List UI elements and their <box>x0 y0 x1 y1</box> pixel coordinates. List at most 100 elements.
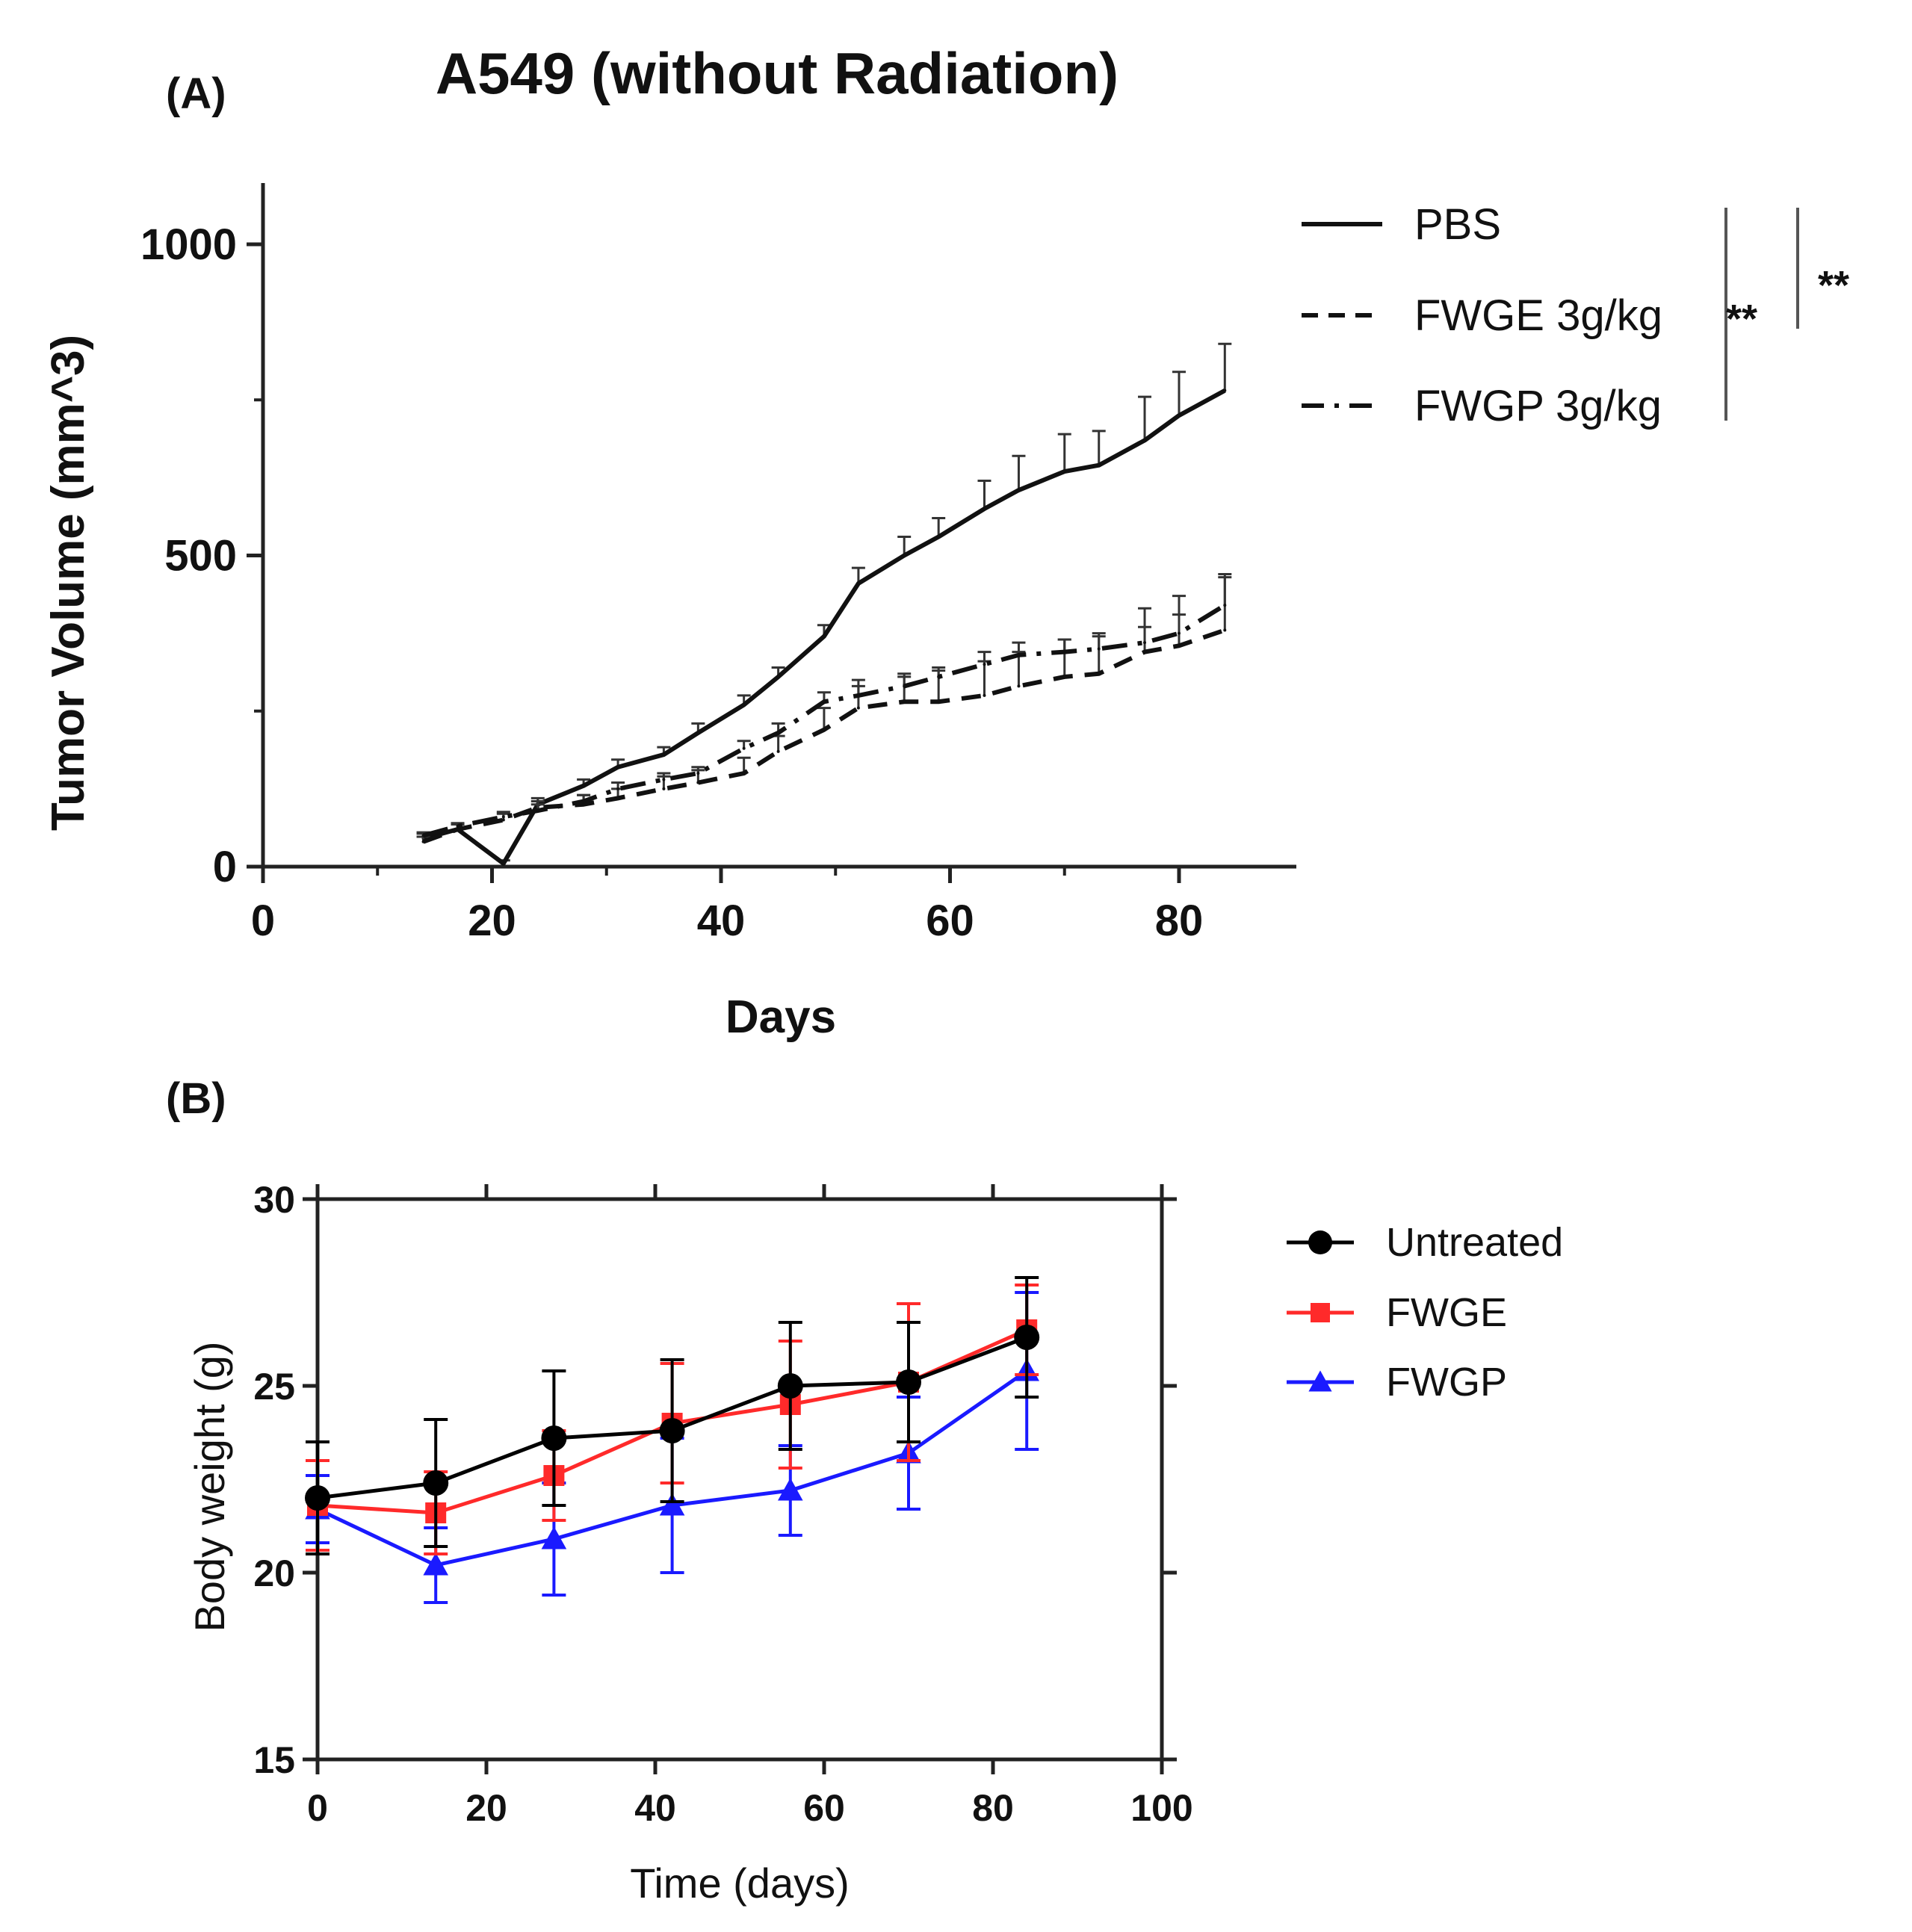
x-tick-label: 60 <box>926 897 974 945</box>
data-point <box>1097 672 1101 675</box>
marker-triangle <box>1308 1370 1332 1392</box>
panel-b-chart: 15 20 25 30 0 20 40 60 80 100 Untreated FWGE FWGP <box>253 1179 1563 1829</box>
panel-b-x-axis-label: Time (days) <box>630 1860 850 1907</box>
y-tick-label: 25 <box>253 1366 295 1408</box>
marker-circle <box>1308 1230 1332 1254</box>
legend-label-fwge: FWGE <box>1386 1290 1507 1335</box>
legend-a: PBS FWGE 3g/kg FWGP 3g/kg <box>1302 200 1662 430</box>
data-point <box>742 703 746 707</box>
data-point <box>856 693 860 697</box>
series-fwgp-3g-kg <box>416 576 1232 838</box>
data-point <box>696 772 700 775</box>
data-point <box>1143 641 1147 645</box>
data-point <box>937 535 941 539</box>
marker-triangle <box>778 1478 803 1501</box>
data-point <box>1062 470 1066 474</box>
data-point <box>937 675 941 678</box>
data-point <box>1178 644 1181 648</box>
marker-triangle <box>423 1552 448 1576</box>
data-point <box>662 778 666 781</box>
data-point <box>903 684 906 688</box>
data-point <box>742 746 746 750</box>
series-pbs <box>416 342 1232 866</box>
data-point <box>616 796 620 800</box>
y-tick-label: 500 <box>164 532 237 580</box>
data-point <box>501 861 505 865</box>
series-fwge-3g-kg <box>416 572 1232 844</box>
data-point <box>1143 439 1147 442</box>
panel-b-label: (B) <box>166 1074 226 1123</box>
data-point <box>501 818 505 822</box>
data-point <box>776 749 780 753</box>
data-point <box>856 581 860 585</box>
data-point <box>1143 650 1147 654</box>
x-tick-label: 20 <box>465 1787 507 1829</box>
data-point <box>776 675 780 678</box>
data-point <box>983 507 986 511</box>
data-point <box>501 815 505 819</box>
x-tick-label: 80 <box>1155 897 1204 945</box>
legend-label-fwge-3g-kg: FWGE 3g/kg <box>1414 291 1662 340</box>
data-point <box>582 784 586 787</box>
data-point <box>856 706 860 710</box>
data-point <box>662 753 666 757</box>
data-point <box>616 787 620 790</box>
data-point <box>536 809 539 813</box>
y-tick-label: 1000 <box>140 220 237 269</box>
panel-a-label: (A) <box>166 69 226 118</box>
x-tick-label: 100 <box>1130 1787 1192 1829</box>
data-point <box>937 700 941 704</box>
data-point <box>1223 388 1227 392</box>
x-tick-label: 0 <box>251 897 275 945</box>
legend-label-fwgp: FWGP <box>1386 1360 1507 1405</box>
data-point <box>582 799 586 803</box>
data-point <box>1062 650 1066 654</box>
legend-label-fwgp-3g-kg: FWGP 3g/kg <box>1414 382 1662 430</box>
legend-b: Untreated FWGE FWGP <box>1287 1220 1563 1405</box>
data-point <box>421 840 425 843</box>
panel-a-title: A549 (without Radiation) <box>436 40 1119 106</box>
series-untreated <box>305 1276 1040 1555</box>
data-point <box>662 787 666 790</box>
data-point <box>903 554 906 557</box>
legend-label-pbs: PBS <box>1414 200 1501 249</box>
y-tick-label: 15 <box>253 1739 295 1781</box>
data-point <box>742 772 746 775</box>
data-point <box>456 824 460 828</box>
marker-circle <box>896 1369 921 1395</box>
legend-label-untreated: Untreated <box>1386 1220 1563 1265</box>
marker-square <box>1311 1303 1330 1322</box>
y-tick-label: 30 <box>253 1179 295 1221</box>
data-point <box>1223 628 1227 632</box>
x-tick-label: 40 <box>634 1787 676 1829</box>
marker-circle <box>541 1425 567 1451</box>
data-point <box>1017 653 1021 657</box>
data-point <box>776 731 780 734</box>
significance-label: ** <box>1726 297 1757 341</box>
data-point <box>696 731 700 734</box>
marker-circle <box>777 1373 803 1399</box>
y-tick-label: 20 <box>253 1552 295 1594</box>
x-tick-label: 20 <box>468 897 516 945</box>
marker-circle <box>423 1470 449 1496</box>
data-point <box>696 781 700 784</box>
data-point <box>822 700 826 704</box>
data-point <box>1017 684 1021 688</box>
x-tick-label: 80 <box>972 1787 1014 1829</box>
x-tick-label: 40 <box>697 897 746 945</box>
x-tick-label: 60 <box>803 1787 845 1829</box>
significance-label: ** <box>1818 263 1849 308</box>
data-point <box>1097 647 1101 651</box>
y-tick-label: 0 <box>213 843 237 891</box>
data-point <box>456 828 460 832</box>
x-tick-label: 0 <box>307 1787 328 1829</box>
data-point <box>822 634 826 638</box>
data-point <box>983 663 986 666</box>
marker-circle <box>1014 1325 1040 1350</box>
marker-circle <box>305 1485 330 1511</box>
data-point <box>616 765 620 769</box>
data-point <box>1178 631 1181 635</box>
data-point <box>1223 604 1227 607</box>
panel-a-chart: 0 500 1000 0 20 40 60 80 PBS FWGE 3g/kg FWGP 3g/kg… <box>140 183 1849 945</box>
